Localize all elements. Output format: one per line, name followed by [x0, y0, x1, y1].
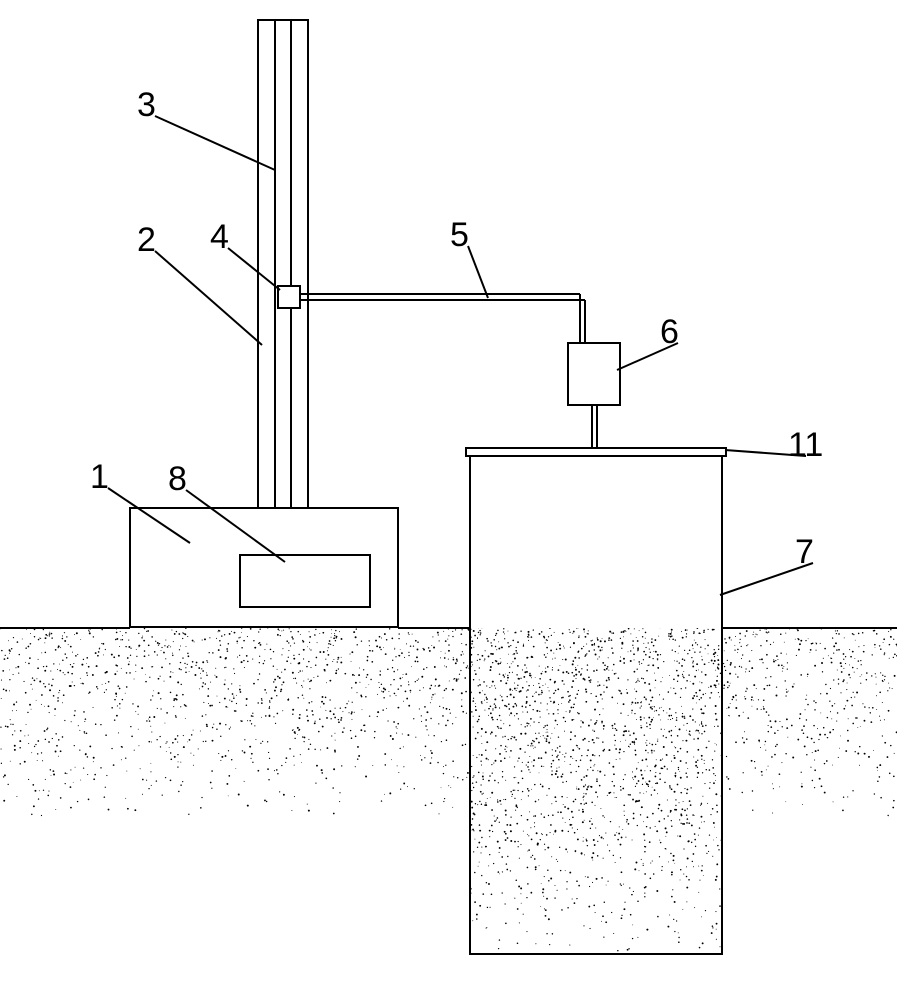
label-6: 6 [660, 313, 679, 352]
label-11: 11 [788, 426, 823, 465]
label-4: 4 [210, 218, 229, 257]
label-7: 7 [795, 533, 814, 572]
label-8: 8 [168, 460, 187, 499]
label-1: 1 [90, 458, 109, 497]
label-3: 3 [137, 86, 156, 125]
label-5: 5 [450, 216, 469, 255]
diagram-canvas [0, 0, 897, 1000]
label-2: 2 [137, 221, 156, 260]
